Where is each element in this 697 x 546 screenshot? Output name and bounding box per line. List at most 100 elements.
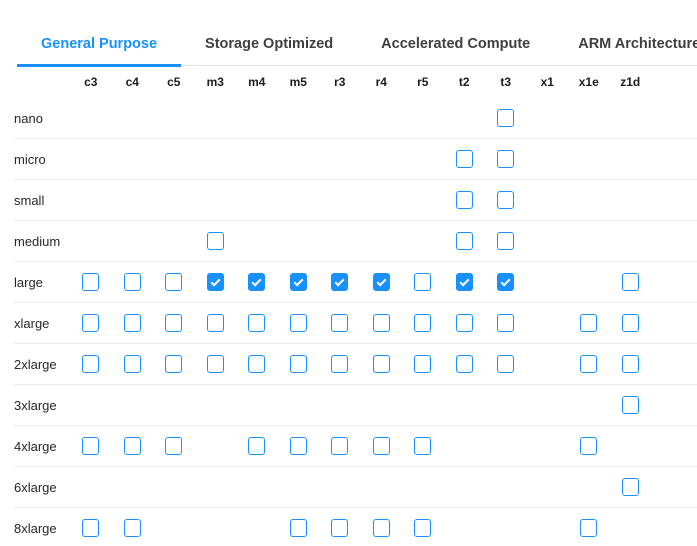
cell-t2-8xlarge	[444, 508, 486, 546]
checkbox-c3-2xlarge[interactable]	[82, 355, 100, 373]
checkbox-m4-xlarge[interactable]	[248, 314, 266, 332]
cell-x1-3xlarge	[527, 385, 569, 425]
cell-c4-small	[112, 180, 154, 220]
tab-label: Storage Optimized	[205, 36, 334, 52]
checkbox-t3-2xlarge[interactable]	[497, 355, 515, 373]
checkbox-c5-4xlarge[interactable]	[165, 437, 183, 455]
checkbox-m3-xlarge[interactable]	[206, 314, 224, 332]
cell-x1-medium	[527, 221, 569, 261]
checkbox-r5-large[interactable]	[414, 273, 432, 291]
checkbox-c3-4xlarge[interactable]	[82, 437, 100, 455]
checkbox-z1d-xlarge[interactable]	[621, 314, 639, 332]
cell-c3-small	[70, 180, 112, 220]
checkbox-t2-micro[interactable]	[455, 150, 473, 168]
checkbox-z1d-2xlarge[interactable]	[621, 355, 639, 373]
checkbox-r5-8xlarge[interactable]	[414, 519, 432, 537]
checkbox-c5-large[interactable]	[165, 273, 183, 291]
tab-accelerated-compute[interactable]: Accelerated Compute	[357, 28, 554, 65]
cell-r5-medium	[402, 221, 444, 261]
tab-storage-optimized[interactable]: Storage Optimized	[181, 28, 357, 65]
checkbox-m5-large[interactable]	[289, 273, 307, 291]
checkbox-c4-xlarge[interactable]	[123, 314, 141, 332]
checkbox-m4-2xlarge[interactable]	[248, 355, 266, 373]
cell-t3-3xlarge	[485, 385, 527, 425]
checkbox-t2-xlarge[interactable]	[455, 314, 473, 332]
checkbox-t2-medium[interactable]	[455, 232, 473, 250]
tab-general-purpose[interactable]: General Purpose	[17, 28, 182, 67]
cell-r3-4xlarge	[319, 426, 361, 466]
checkbox-x1e-4xlarge[interactable]	[580, 437, 598, 455]
tab-arm-architecture[interactable]: ARM Architecture	[554, 28, 697, 65]
checkbox-r5-4xlarge[interactable]	[414, 437, 432, 455]
table-row-4xlarge: 4xlarge	[14, 426, 697, 467]
checkbox-x1e-2xlarge[interactable]	[580, 355, 598, 373]
cell-x1e-3xlarge	[568, 385, 610, 425]
cell-c4-nano	[112, 98, 154, 138]
checkbox-c3-large[interactable]	[82, 273, 100, 291]
cell-m3-xlarge	[195, 303, 237, 343]
checkbox-c3-xlarge[interactable]	[82, 314, 100, 332]
cell-c5-6xlarge	[153, 467, 195, 507]
cell-c5-8xlarge	[153, 508, 195, 546]
checkbox-t3-medium[interactable]	[497, 232, 515, 250]
checkbox-m4-4xlarge[interactable]	[248, 437, 266, 455]
checkbox-r4-xlarge[interactable]	[372, 314, 390, 332]
checkbox-t3-large[interactable]	[497, 273, 515, 291]
checkbox-t2-small[interactable]	[455, 191, 473, 209]
checkbox-t3-small[interactable]	[497, 191, 515, 209]
table-row-8xlarge: 8xlarge	[14, 508, 697, 546]
checkbox-c4-8xlarge[interactable]	[123, 519, 141, 537]
cell-x1e-xlarge	[568, 303, 610, 343]
cell-z1d-2xlarge	[610, 344, 652, 384]
checkbox-r3-8xlarge[interactable]	[331, 519, 349, 537]
checkbox-m3-medium[interactable]	[206, 232, 224, 250]
checkbox-t3-nano[interactable]	[497, 109, 515, 127]
cell-c5-medium	[153, 221, 195, 261]
cell-r3-6xlarge	[319, 467, 361, 507]
checkbox-c3-8xlarge[interactable]	[82, 519, 100, 537]
row-label-3xlarge: 3xlarge	[14, 397, 57, 413]
cell-m5-xlarge	[278, 303, 320, 343]
checkbox-r5-2xlarge[interactable]	[414, 355, 432, 373]
checkbox-c4-4xlarge[interactable]	[123, 437, 141, 455]
checkbox-r4-2xlarge[interactable]	[372, 355, 390, 373]
checkbox-r3-xlarge[interactable]	[331, 314, 349, 332]
checkbox-c5-2xlarge[interactable]	[165, 355, 183, 373]
checkbox-x1e-8xlarge[interactable]	[580, 519, 598, 537]
checkbox-r3-large[interactable]	[331, 273, 349, 291]
checkbox-c4-2xlarge[interactable]	[123, 355, 141, 373]
checkbox-t2-2xlarge[interactable]	[455, 355, 473, 373]
checkbox-r5-xlarge[interactable]	[414, 314, 432, 332]
checkbox-r4-4xlarge[interactable]	[372, 437, 390, 455]
cell-m4-6xlarge	[236, 467, 278, 507]
column-header-r5: r5	[417, 75, 429, 89]
cell-c5-nano	[153, 98, 195, 138]
checkbox-c4-large[interactable]	[123, 273, 141, 291]
checkbox-r3-4xlarge[interactable]	[331, 437, 349, 455]
checkbox-z1d-6xlarge[interactable]	[621, 478, 639, 496]
cell-c4-large	[112, 262, 154, 302]
checkbox-z1d-3xlarge[interactable]	[621, 396, 639, 414]
checkbox-t3-micro[interactable]	[497, 150, 515, 168]
checkbox-m5-xlarge[interactable]	[289, 314, 307, 332]
cell-x1-large	[527, 262, 569, 302]
checkbox-r3-2xlarge[interactable]	[331, 355, 349, 373]
checkbox-m5-4xlarge[interactable]	[289, 437, 307, 455]
checkbox-m5-2xlarge[interactable]	[289, 355, 307, 373]
checkbox-r4-large[interactable]	[372, 273, 390, 291]
cell-m4-large	[236, 262, 278, 302]
checkbox-t2-large[interactable]	[455, 273, 473, 291]
cell-c5-micro	[153, 139, 195, 179]
row-label-medium: medium	[14, 233, 61, 249]
checkbox-m5-8xlarge[interactable]	[289, 519, 307, 537]
checkbox-r4-8xlarge[interactable]	[372, 519, 390, 537]
checkbox-m3-large[interactable]	[206, 273, 224, 291]
checkbox-c5-xlarge[interactable]	[165, 314, 183, 332]
checkbox-m4-large[interactable]	[248, 273, 266, 291]
checkbox-z1d-large[interactable]	[621, 273, 639, 291]
checkbox-m3-2xlarge[interactable]	[206, 355, 224, 373]
cell-c3-nano	[70, 98, 112, 138]
checkbox-t3-xlarge[interactable]	[497, 314, 515, 332]
table-row-large: large	[14, 262, 697, 303]
checkbox-x1e-xlarge[interactable]	[580, 314, 598, 332]
